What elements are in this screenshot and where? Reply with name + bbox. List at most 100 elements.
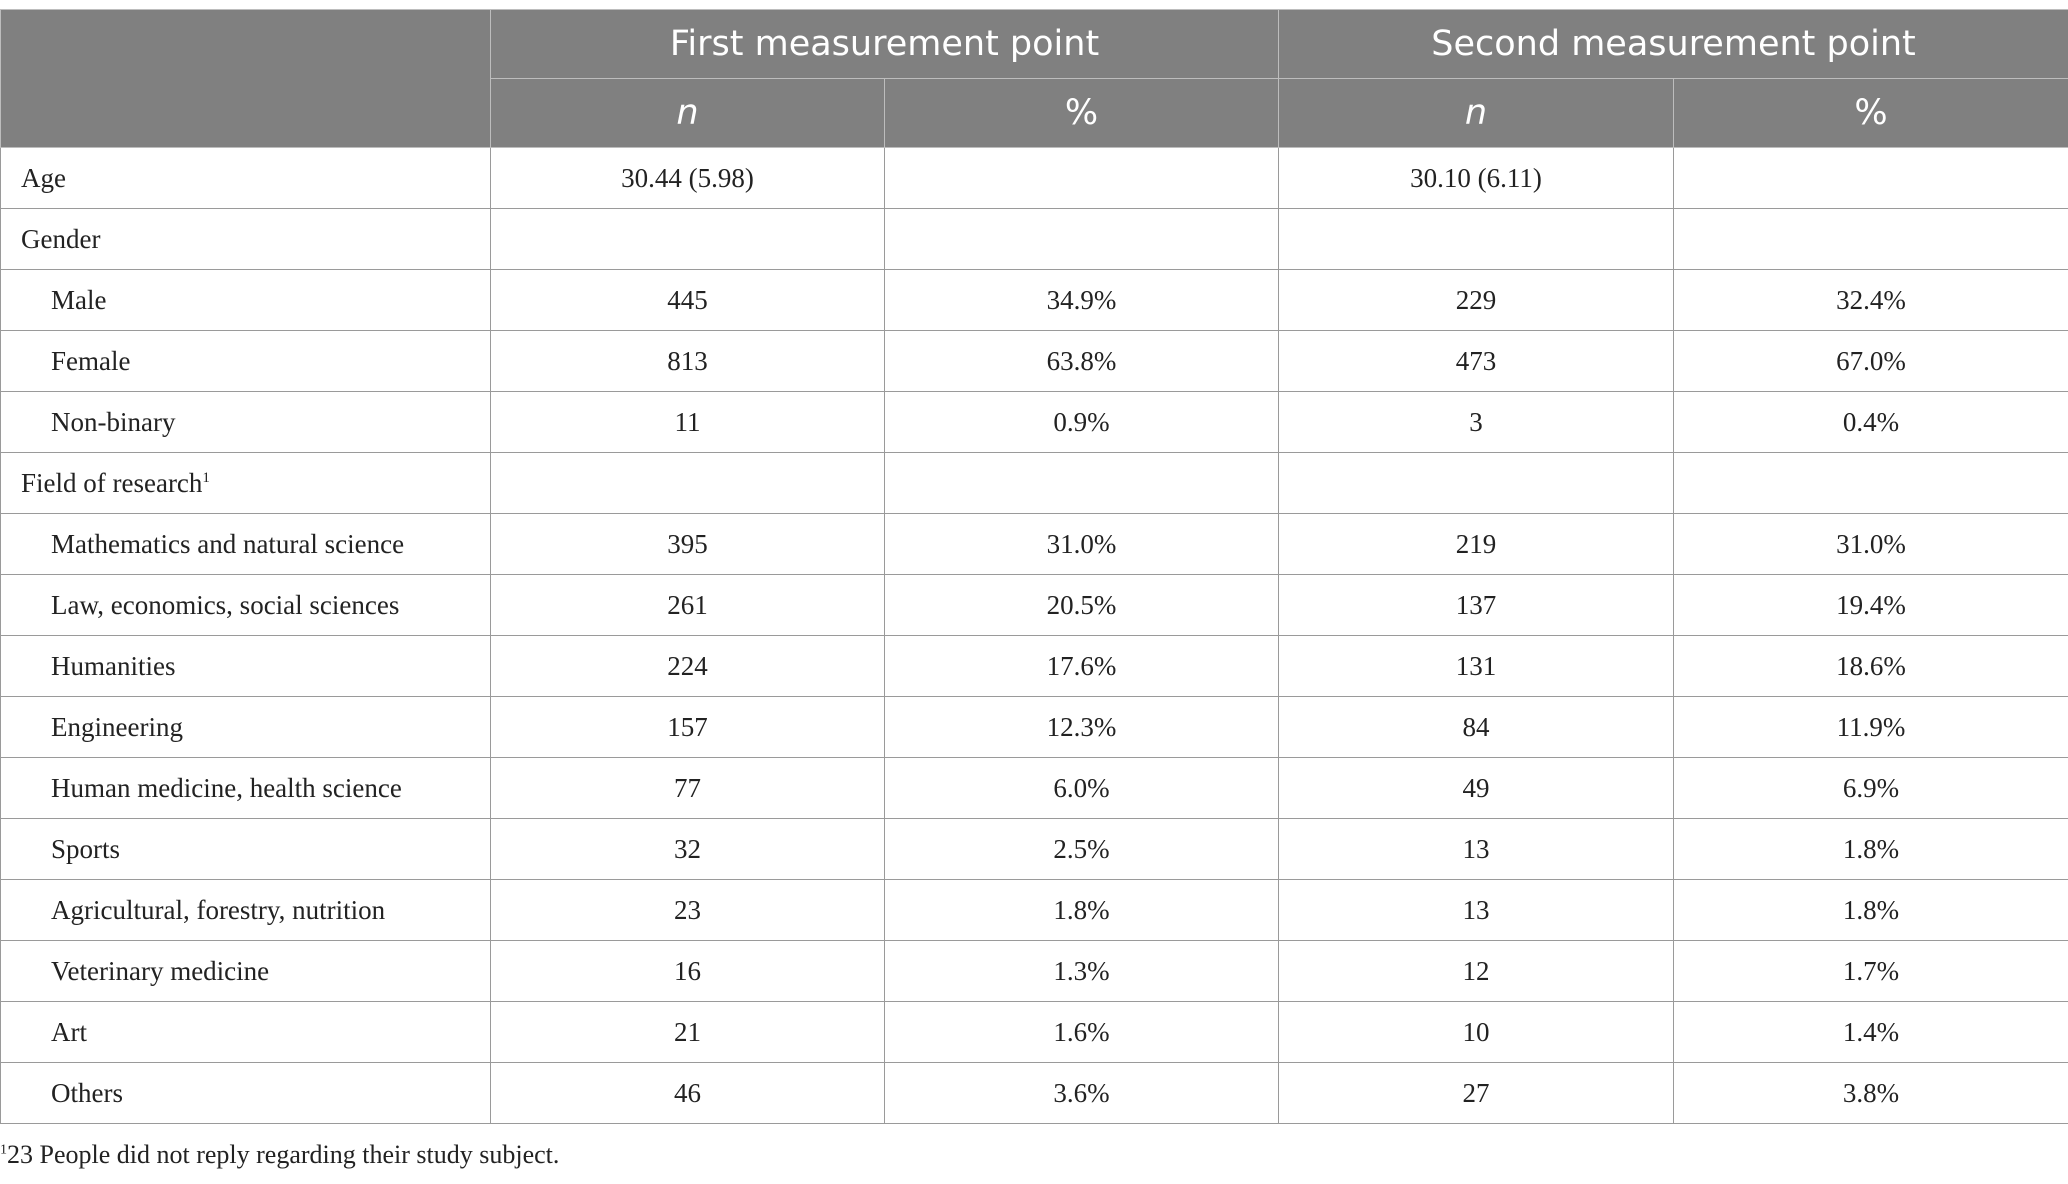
percent-first-cell bbox=[883, 208, 1280, 270]
row-label: Others bbox=[51, 1077, 123, 1108]
n-second-cell: 30.10 (6.11) bbox=[1278, 147, 1675, 209]
n-first-cell: 32 bbox=[490, 818, 885, 880]
row-label: Humanities bbox=[51, 650, 176, 681]
header-percent-second: % bbox=[1673, 78, 2068, 148]
row-label: Field of research bbox=[21, 467, 203, 498]
row-label-cell: Gender bbox=[0, 208, 491, 270]
row-label-cell: Sports bbox=[0, 818, 491, 880]
percent-first-cell: 17.6% bbox=[883, 635, 1280, 697]
percent-first-cell: 6.0% bbox=[883, 757, 1280, 819]
n-first-cell: 224 bbox=[490, 635, 885, 697]
n-second-cell: 219 bbox=[1278, 513, 1675, 575]
table-row: Field of research1 bbox=[0, 452, 2068, 514]
footnote-text: 23 People did not reply regarding their … bbox=[7, 1140, 560, 1169]
percent-second-cell: 1.8% bbox=[1673, 879, 2068, 941]
percent-first-cell: 1.3% bbox=[883, 940, 1280, 1002]
header-percent-first: % bbox=[883, 78, 1280, 148]
n-second-cell: 473 bbox=[1278, 330, 1675, 392]
percent-second-cell: 1.8% bbox=[1673, 818, 2068, 880]
n-second-cell: 10 bbox=[1278, 1001, 1675, 1063]
n-first-cell: 21 bbox=[490, 1001, 885, 1063]
n-first-cell: 445 bbox=[490, 269, 885, 331]
demographics-table-container: First measurement point Second measureme… bbox=[0, 9, 2068, 1124]
row-label-cell: Law, economics, social sciences bbox=[0, 574, 491, 636]
percent-first-cell: 0.9% bbox=[883, 391, 1280, 453]
n-second-cell: 12 bbox=[1278, 940, 1675, 1002]
n-first-cell: 813 bbox=[490, 330, 885, 392]
row-label: Non-binary bbox=[51, 406, 176, 437]
header-second-measurement: Second measurement point bbox=[1278, 9, 2068, 79]
row-label: Gender bbox=[21, 223, 101, 254]
table-row: Male 445 34.9% 229 32.4% bbox=[0, 269, 2068, 331]
header-empty-cell bbox=[0, 9, 491, 148]
percent-first-cell: 1.6% bbox=[883, 1001, 1280, 1063]
n-first-cell: 46 bbox=[490, 1062, 885, 1124]
percent-first-cell: 2.5% bbox=[883, 818, 1280, 880]
table-row: Humanities 224 17.6% 131 18.6% bbox=[0, 635, 2068, 697]
percent-second-cell bbox=[1673, 452, 2068, 514]
row-label-cell: Female bbox=[0, 330, 491, 392]
n-second-cell: 131 bbox=[1278, 635, 1675, 697]
table-body: Age 30.44 (5.98) 30.10 (6.11) Gender Male 445… bbox=[0, 147, 2068, 1124]
n-second-cell bbox=[1278, 452, 1675, 514]
percent-first-cell: 12.3% bbox=[883, 696, 1280, 758]
row-label: Human medicine, health science bbox=[51, 772, 402, 803]
table-row: Gender bbox=[0, 208, 2068, 270]
row-label-cell: Human medicine, health science bbox=[0, 757, 491, 819]
row-label-cell: Mathematics and natural science bbox=[0, 513, 491, 575]
n-second-cell: 13 bbox=[1278, 879, 1675, 941]
percent-first-cell: 3.6% bbox=[883, 1062, 1280, 1124]
row-label-cell: Field of research1 bbox=[0, 452, 491, 514]
n-first-cell: 157 bbox=[490, 696, 885, 758]
row-label-cell: Veterinary medicine bbox=[0, 940, 491, 1002]
n-first-cell: 16 bbox=[490, 940, 885, 1002]
n-first-cell: 23 bbox=[490, 879, 885, 941]
demographics-table: First measurement point Second measureme… bbox=[0, 9, 2068, 1124]
percent-second-cell: 1.4% bbox=[1673, 1001, 2068, 1063]
n-first-cell: 395 bbox=[490, 513, 885, 575]
header-n-second: n bbox=[1278, 78, 1675, 148]
header-first-measurement: First measurement point bbox=[489, 9, 1280, 79]
n-first-cell bbox=[490, 208, 885, 270]
table-row: Engineering 157 12.3% 84 11.9% bbox=[0, 696, 2068, 758]
footnote-marker: 1 bbox=[0, 1142, 7, 1158]
n-first-cell: 11 bbox=[490, 391, 885, 453]
table-row: Law, economics, social sciences 261 20.5% 1… bbox=[0, 574, 2068, 636]
row-label: Mathematics and natural science bbox=[51, 528, 405, 559]
table-header: First measurement point Second measureme… bbox=[0, 9, 2068, 148]
n-first-cell: 30.44 (5.98) bbox=[490, 147, 885, 209]
row-label-cell: Others bbox=[0, 1062, 491, 1124]
row-label: Male bbox=[51, 284, 107, 315]
percent-second-cell: 3.8% bbox=[1673, 1062, 2068, 1124]
percent-second-cell bbox=[1673, 147, 2068, 209]
table-row: Mathematics and natural science 395 31.0% 2… bbox=[0, 513, 2068, 575]
row-label-cell: Non-binary bbox=[0, 391, 491, 453]
n-second-cell: 137 bbox=[1278, 574, 1675, 636]
percent-first-cell: 31.0% bbox=[883, 513, 1280, 575]
percent-first-cell: 20.5% bbox=[883, 574, 1280, 636]
row-label: Art bbox=[51, 1016, 87, 1047]
row-label-cell: Humanities bbox=[0, 635, 491, 697]
percent-first-cell: 34.9% bbox=[883, 269, 1280, 331]
percent-first-cell: 63.8% bbox=[883, 330, 1280, 392]
table-row: Human medicine, health science 77 6.0% 49 6.… bbox=[0, 757, 2068, 819]
percent-second-cell: 6.9% bbox=[1673, 757, 2068, 819]
row-label-cell: Male bbox=[0, 269, 491, 331]
percent-first-cell bbox=[883, 147, 1280, 209]
row-label: Female bbox=[51, 345, 131, 376]
percent-second-cell: 0.4% bbox=[1673, 391, 2068, 453]
row-label: Law, economics, social sciences bbox=[51, 589, 400, 620]
n-second-cell bbox=[1278, 208, 1675, 270]
row-label: Age bbox=[21, 162, 66, 193]
row-label: Veterinary medicine bbox=[51, 955, 270, 986]
percent-second-cell: 11.9% bbox=[1673, 696, 2068, 758]
row-label-cell: Age bbox=[0, 147, 491, 209]
table-row: Sports 32 2.5% 13 1.8% bbox=[0, 818, 2068, 880]
row-label: Engineering bbox=[51, 711, 183, 742]
table-row: Others 46 3.6% 27 3.8% bbox=[0, 1062, 2068, 1124]
n-second-cell: 49 bbox=[1278, 757, 1675, 819]
header-row-columns: n % n % bbox=[1, 78, 2068, 148]
row-label-cell: Agricultural, forestry, nutrition bbox=[0, 879, 491, 941]
footnote-reference: 1 bbox=[202, 469, 210, 486]
table-row: Art 21 1.6% 10 1.4% bbox=[0, 1001, 2068, 1063]
